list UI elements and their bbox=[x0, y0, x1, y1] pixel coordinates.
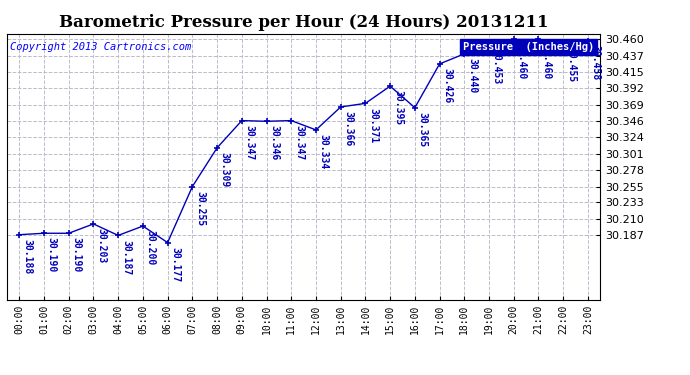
Text: 30.309: 30.309 bbox=[220, 152, 230, 187]
Text: 30.190: 30.190 bbox=[47, 237, 57, 273]
Text: 30.440: 30.440 bbox=[467, 58, 477, 93]
Text: 30.200: 30.200 bbox=[146, 230, 156, 266]
Text: 30.371: 30.371 bbox=[368, 108, 378, 143]
Text: 30.460: 30.460 bbox=[541, 44, 551, 79]
Text: 30.188: 30.188 bbox=[22, 239, 32, 274]
Text: Pressure  (Inches/Hg): Pressure (Inches/Hg) bbox=[463, 42, 594, 52]
Text: 30.426: 30.426 bbox=[442, 68, 453, 103]
Text: 30.255: 30.255 bbox=[195, 191, 205, 226]
Text: 30.455: 30.455 bbox=[566, 47, 576, 82]
Text: 30.177: 30.177 bbox=[170, 247, 180, 282]
Text: 30.460: 30.460 bbox=[517, 44, 526, 79]
Text: 30.347: 30.347 bbox=[244, 125, 255, 160]
Text: 30.347: 30.347 bbox=[294, 125, 304, 160]
Text: 30.334: 30.334 bbox=[319, 134, 328, 170]
Text: 30.190: 30.190 bbox=[72, 237, 81, 273]
Text: 30.203: 30.203 bbox=[96, 228, 106, 263]
Text: 30.458: 30.458 bbox=[591, 45, 601, 80]
Text: 30.346: 30.346 bbox=[269, 126, 279, 161]
Text: 30.187: 30.187 bbox=[121, 240, 131, 275]
Text: 30.365: 30.365 bbox=[417, 112, 428, 147]
Text: 30.366: 30.366 bbox=[344, 111, 353, 146]
Text: Copyright 2013 Cartronics.com: Copyright 2013 Cartronics.com bbox=[10, 42, 191, 52]
Title: Barometric Pressure per Hour (24 Hours) 20131211: Barometric Pressure per Hour (24 Hours) … bbox=[59, 14, 549, 31]
Text: 30.453: 30.453 bbox=[492, 49, 502, 84]
Text: 30.395: 30.395 bbox=[393, 90, 403, 126]
